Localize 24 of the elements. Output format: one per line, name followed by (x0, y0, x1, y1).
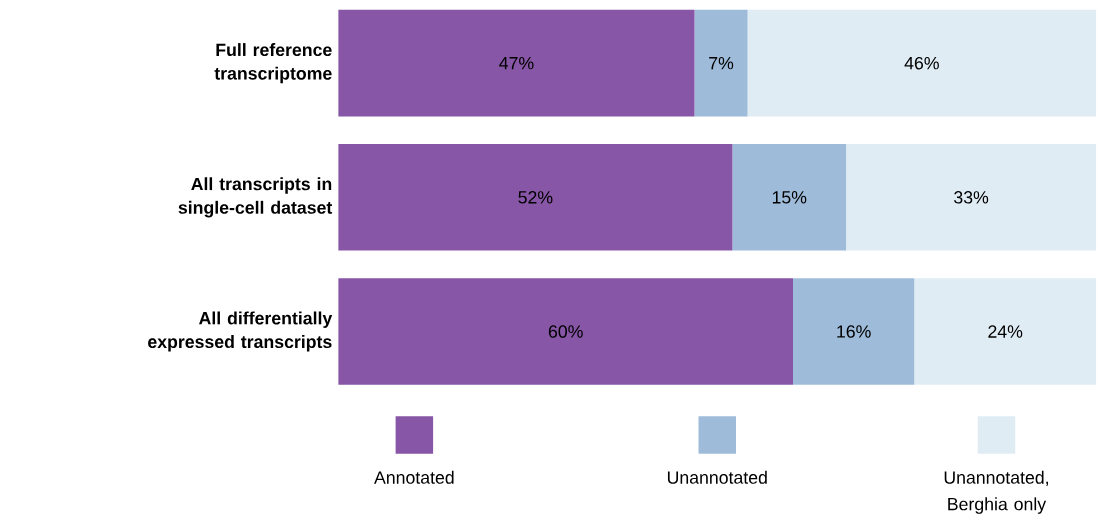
bar (694, 9, 748, 117)
legend-label: Unannotated (667, 470, 767, 484)
bar (793, 278, 915, 385)
bar (914, 278, 1097, 385)
data-label: 60% (548, 325, 583, 338)
y-tick-label: Full reference transcriptome (214, 43, 332, 84)
y-tick-label: All transcripts in single-cell dataset (178, 177, 333, 218)
bar (747, 9, 1097, 117)
bar (846, 144, 1097, 251)
legend-label: Unannotated, Berghia only (944, 470, 1048, 514)
data-label: 47% (499, 57, 534, 70)
bar (732, 144, 847, 251)
data-label: 52% (518, 191, 553, 204)
data-label: 33% (954, 191, 989, 204)
data-label: 24% (988, 325, 1023, 338)
data-label: 16% (837, 325, 871, 338)
y-tick-label: All differentially expressed transcripts (148, 311, 333, 352)
bar (338, 144, 733, 251)
bar (338, 278, 794, 385)
data-label: 7% (709, 57, 734, 70)
data-label: 15% (772, 191, 807, 204)
bar (338, 9, 695, 117)
data-label: 46% (904, 56, 939, 70)
legend-label: Annotated (374, 470, 454, 484)
